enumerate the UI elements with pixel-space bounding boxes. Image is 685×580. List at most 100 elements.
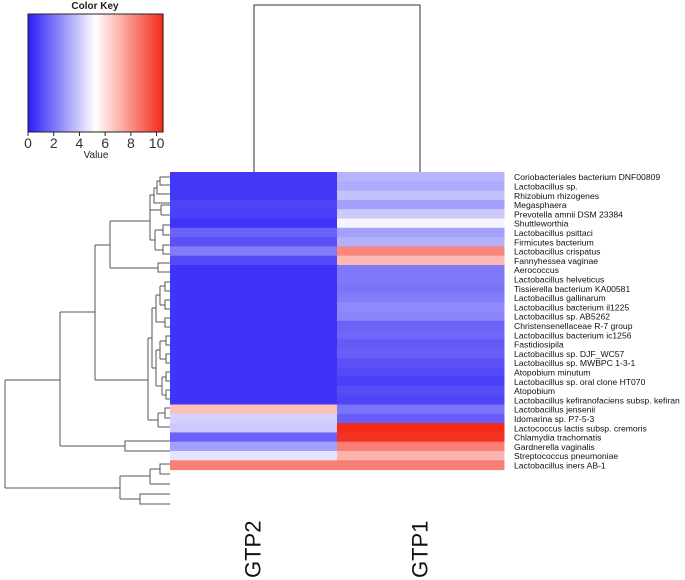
color-key-strip — [149, 14, 151, 132]
color-key-strip — [140, 14, 142, 132]
color-key-strip — [90, 14, 92, 132]
color-key-strip — [68, 14, 70, 132]
color-key-strip — [41, 14, 43, 132]
color-key: Color Key 0 2 4 6 8 10 Value — [24, 1, 164, 161]
row-label: Streptococcus pneumoniae — [514, 451, 618, 461]
color-key-strip — [55, 14, 57, 132]
color-key-strip — [133, 14, 135, 132]
color-key-strip — [81, 14, 83, 132]
heatmap-cell — [170, 181, 338, 192]
color-key-strip — [32, 14, 34, 132]
color-key-strip — [42, 14, 44, 132]
color-key-strip — [123, 14, 125, 132]
heatmap-cell — [170, 413, 338, 424]
color-key-strip — [137, 14, 139, 132]
heatmap-cell — [337, 199, 505, 210]
color-key-strip — [161, 14, 163, 132]
color-key-strip — [71, 14, 73, 132]
heatmap-cell — [337, 302, 505, 312]
color-key-strip — [117, 14, 119, 132]
heatmap-cell — [170, 246, 338, 257]
color-key-strip — [108, 14, 110, 132]
color-key-strip — [92, 14, 94, 132]
color-key-strip — [60, 14, 62, 132]
color-key-strip — [45, 14, 47, 132]
heatmap-cell — [170, 255, 338, 266]
heatmap-cell — [170, 227, 338, 238]
color-key-strip — [64, 14, 66, 132]
heatmap-cell — [337, 413, 505, 424]
column-label: GTP2 — [241, 521, 266, 578]
color-key-strip — [96, 14, 98, 132]
color-key-tick-label: 6 — [101, 135, 109, 151]
heatmap-cell — [170, 441, 338, 452]
color-key-strip — [110, 14, 112, 132]
heatmap-cell — [337, 404, 505, 415]
heatmap-cell — [170, 274, 338, 285]
color-key-tick-label: 0 — [24, 135, 32, 151]
color-key-strip — [146, 14, 148, 132]
color-key-strip — [34, 14, 36, 132]
color-key-strip — [49, 14, 51, 132]
heatmap-cell — [337, 255, 505, 266]
color-key-strip — [61, 14, 63, 132]
heatmap-cell — [170, 460, 338, 471]
row-label: Atopobium minutum — [514, 367, 590, 377]
color-key-strip — [159, 14, 161, 132]
heatmap-cell — [170, 311, 338, 322]
color-key-strip — [104, 14, 106, 132]
color-key-strip — [160, 14, 162, 132]
heatmap-cell — [337, 311, 505, 322]
color-key-strip — [98, 14, 100, 132]
color-key-strip — [56, 14, 58, 132]
heatmap-cell — [337, 320, 505, 331]
heatmap-cell — [170, 199, 338, 210]
row-label: Fastidiosipila — [514, 340, 564, 350]
color-key-strip — [113, 14, 115, 132]
color-key-tick-label: 10 — [149, 135, 165, 151]
heatmap-cell — [337, 181, 505, 192]
color-key-strip — [99, 14, 101, 132]
color-key-strip — [31, 14, 33, 132]
color-key-strip — [105, 14, 107, 132]
color-key-strip — [59, 14, 61, 132]
heatmap-cell — [170, 265, 338, 275]
color-key-strip — [65, 14, 67, 132]
color-key-strip — [66, 14, 68, 132]
color-key-strip — [44, 14, 46, 132]
color-key-strip — [139, 14, 141, 132]
color-key-strip — [78, 14, 80, 132]
heatmap-cell — [337, 451, 505, 461]
row-label: Rhizobium rhizogenes — [514, 191, 599, 201]
color-key-strip — [67, 14, 69, 132]
color-key-strip — [114, 14, 116, 132]
heatmap-cell — [170, 451, 338, 461]
color-key-strip — [127, 14, 129, 132]
color-key-strip — [154, 14, 156, 132]
color-key-strip — [84, 14, 86, 132]
color-key-strip — [74, 14, 76, 132]
color-key-strip — [103, 14, 105, 132]
column-dendrogram-branch — [253, 4, 421, 172]
color-key-strip — [147, 14, 149, 132]
heatmap-cell — [170, 348, 338, 359]
row-label: Lactobacillus psittaci — [514, 228, 593, 238]
color-key-ticks: 0 2 4 6 8 10 — [24, 132, 165, 151]
color-key-frame — [27, 13, 164, 133]
color-key-strip — [82, 14, 84, 132]
color-key-strip — [116, 14, 118, 132]
color-key-strip — [43, 14, 45, 132]
row-label: Gardnerella vaginalis — [514, 442, 595, 452]
color-key-strip — [51, 14, 53, 132]
color-key-tick-label: 2 — [50, 135, 58, 151]
color-key-strip — [35, 14, 37, 132]
color-key-strip — [120, 14, 122, 132]
heatmap-cell — [337, 432, 505, 443]
row-label: Chlamydia trachomatis — [514, 433, 601, 443]
row-label: Aerococcus — [514, 265, 559, 275]
color-key-strip — [72, 14, 74, 132]
heatmap-cell — [170, 339, 338, 350]
row-label: Christensenellaceae R-7 group — [514, 321, 633, 331]
color-key-strip — [37, 14, 39, 132]
color-key-strip — [83, 14, 85, 132]
